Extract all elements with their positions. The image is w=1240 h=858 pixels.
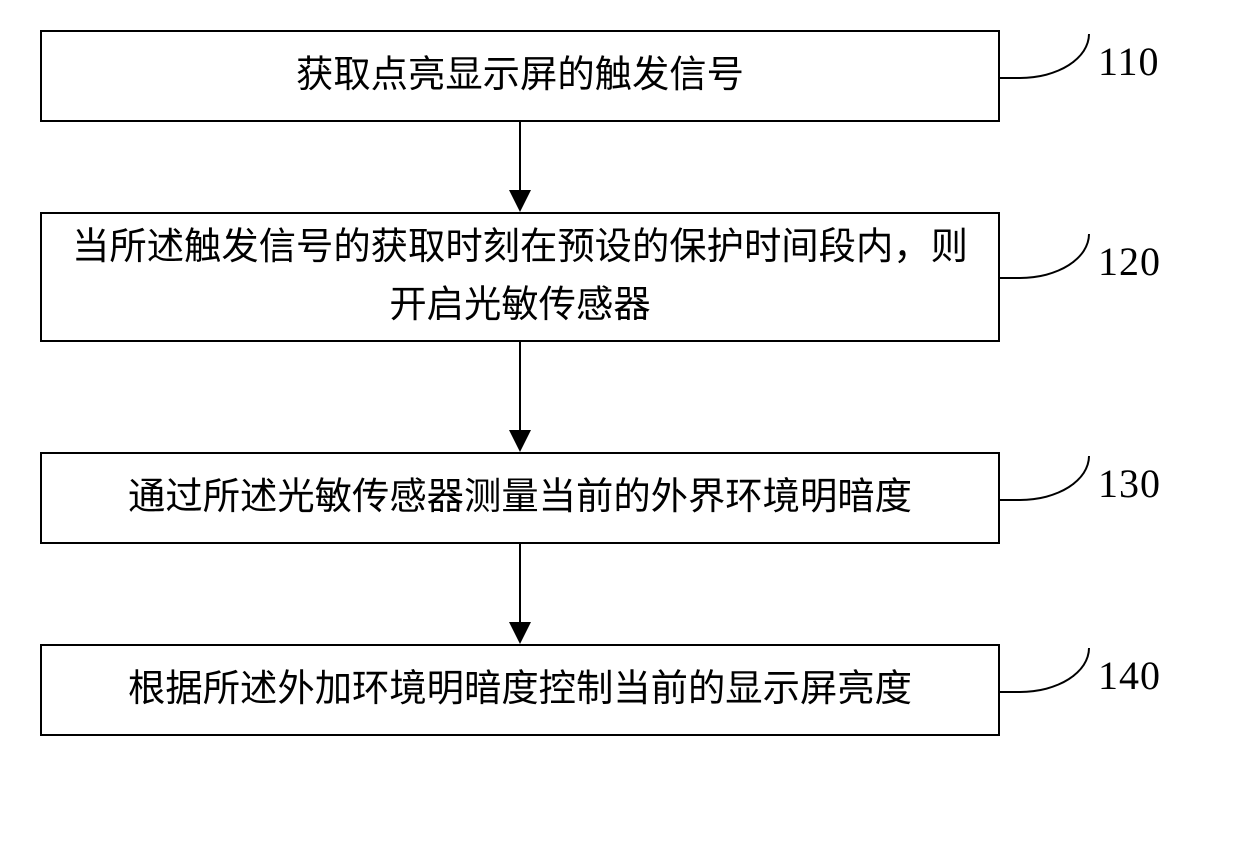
step-label-wrap: 140 <box>1000 652 1200 699</box>
arrow-line <box>519 342 522 430</box>
label-connector-curve <box>1000 234 1090 279</box>
step-label-wrap: 110 <box>1000 38 1200 85</box>
flow-step: 通过所述光敏传感器测量当前的外界环境明暗度 130 <box>40 452 1200 544</box>
arrow-head-icon <box>509 190 531 212</box>
label-connector-curve <box>1000 456 1090 501</box>
flow-box-text: 获取点亮显示屏的触发信号 <box>296 47 744 105</box>
flow-box-140: 根据所述外加环境明暗度控制当前的显示屏亮度 <box>40 644 1000 736</box>
flow-box-110: 获取点亮显示屏的触发信号 <box>40 30 1000 122</box>
arrow-head-icon <box>509 430 531 452</box>
step-number-label: 130 <box>1098 460 1161 507</box>
flow-box-text: 通过所述光敏传感器测量当前的外界环境明暗度 <box>128 469 912 527</box>
step-number-label: 110 <box>1098 38 1160 85</box>
label-connector-curve <box>1000 34 1090 79</box>
step-number-label: 120 <box>1098 238 1161 285</box>
label-connector-curve <box>1000 648 1090 693</box>
flowchart-container: 获取点亮显示屏的触发信号 110 当所述触发信号的获取时刻在预设的保护时间段内，… <box>40 30 1200 736</box>
flow-step: 获取点亮显示屏的触发信号 110 <box>40 30 1200 122</box>
flow-box-130: 通过所述光敏传感器测量当前的外界环境明暗度 <box>40 452 1000 544</box>
arrow-line <box>519 544 522 622</box>
flow-step: 根据所述外加环境明暗度控制当前的显示屏亮度 140 <box>40 644 1200 736</box>
arrow-head-icon <box>509 622 531 644</box>
flow-step: 当所述触发信号的获取时刻在预设的保护时间段内，则开启光敏传感器 120 <box>40 212 1200 342</box>
step-label-wrap: 120 <box>1000 238 1200 285</box>
flow-box-text: 根据所述外加环境明暗度控制当前的显示屏亮度 <box>128 661 912 719</box>
flow-arrow <box>40 544 1000 644</box>
step-number-label: 140 <box>1098 652 1161 699</box>
step-label-wrap: 130 <box>1000 460 1200 507</box>
arrow-line <box>519 122 522 190</box>
flow-box-120: 当所述触发信号的获取时刻在预设的保护时间段内，则开启光敏传感器 <box>40 212 1000 342</box>
flow-arrow <box>40 122 1000 212</box>
flow-arrow <box>40 342 1000 452</box>
flow-box-text: 当所述触发信号的获取时刻在预设的保护时间段内，则开启光敏传感器 <box>72 219 968 335</box>
